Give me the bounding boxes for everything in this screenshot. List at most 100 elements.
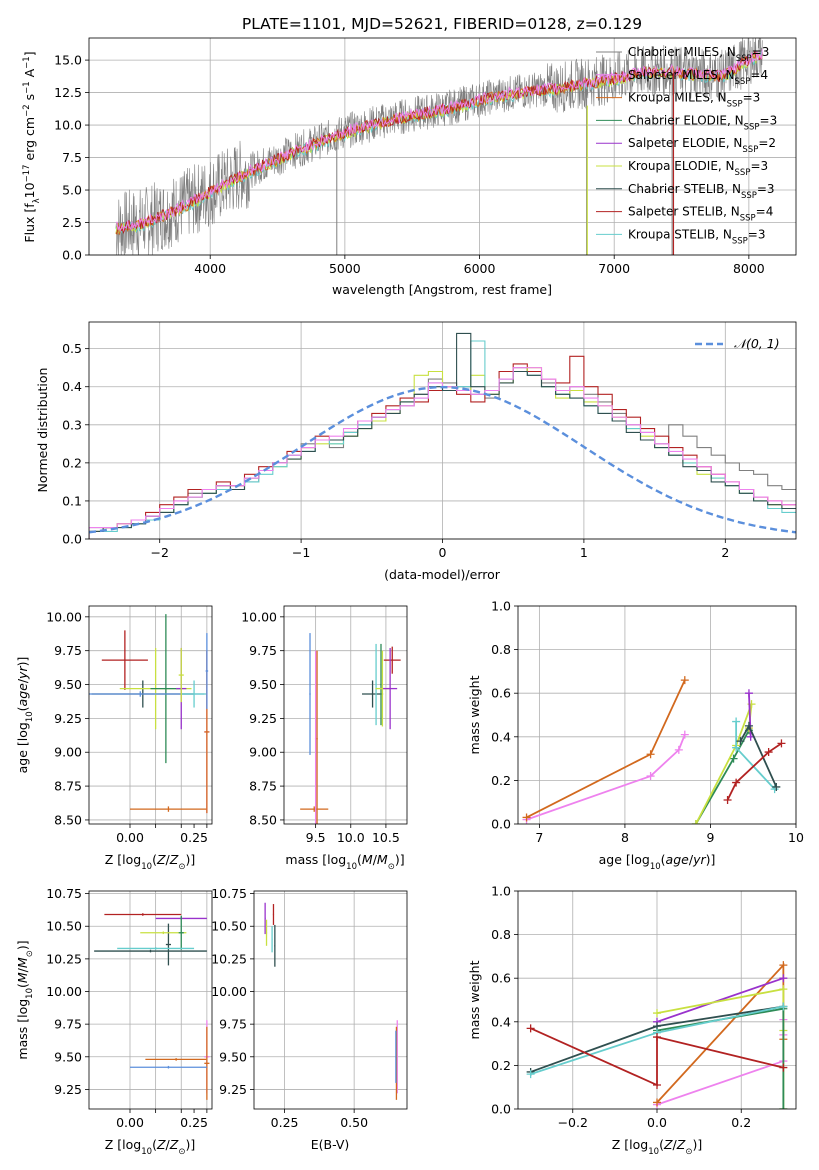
grid	[89, 606, 212, 824]
legend-label: Salpeter ELODIE, NSSP=2	[628, 136, 776, 155]
axes-frame	[517, 890, 797, 1110]
x-tick-label: 2	[721, 545, 729, 560]
x-tick-label: 0.25	[180, 830, 208, 845]
observed-spectrum	[115, 38, 763, 255]
y-tick-label: 0.4	[491, 729, 511, 744]
x-tick-label: 0	[439, 545, 447, 560]
y-tick-label: 10.0	[54, 118, 82, 133]
y-tick-label: 9.50	[54, 677, 82, 692]
y-tick-label: 10.50	[46, 919, 82, 934]
y-tick-label: 0.0	[491, 817, 511, 832]
y-tick-label: 9.50	[219, 1049, 247, 1064]
plot-area	[115, 38, 763, 255]
x-tick-label: 0.00	[116, 1115, 144, 1130]
data-point	[680, 676, 689, 685]
y-tick-label: 10.00	[46, 984, 82, 999]
ticks	[514, 605, 797, 828]
axes-frame	[283, 605, 408, 825]
x-tick-label: 8000	[733, 261, 765, 276]
x-tick-label: 0.50	[340, 1115, 368, 1130]
data-point	[646, 750, 655, 759]
y-tick-label: 8.75	[54, 779, 82, 794]
x-tick-label: 7	[535, 830, 543, 845]
plot-area	[264, 902, 398, 1100]
figure-title: PLATE=1101, MJD=52621, FIBERID=0128, z=0…	[242, 15, 642, 33]
y-tick-label: 9.25	[249, 711, 277, 726]
plot-area	[94, 913, 210, 1100]
data-point	[723, 796, 732, 805]
y-axis-label: mass weight	[467, 675, 482, 754]
y-tick-label: 10.25	[211, 951, 247, 966]
histogram-series	[89, 332, 796, 539]
y-tick-label: 1.0	[491, 599, 511, 614]
ticks	[280, 616, 387, 828]
y-tick-label: 9.75	[54, 643, 82, 658]
data-point	[653, 1009, 661, 1018]
y-tick-label: 0.0	[62, 248, 82, 263]
y-tick-label: 9.75	[249, 643, 277, 658]
axes-frame	[88, 605, 213, 825]
x-tick-label: 0.0	[647, 1115, 667, 1130]
y-tick-label: 0.3	[62, 417, 82, 432]
data-point	[526, 1024, 535, 1033]
legend-label: 𝒩(0, 1)	[734, 336, 780, 351]
y-tick-label: 8.75	[249, 779, 277, 794]
data-point	[764, 748, 773, 757]
plot-area	[89, 614, 210, 814]
y-tick-label: 9.25	[54, 1082, 82, 1097]
data-point	[772, 782, 781, 791]
y-axis-label: Normed distribution	[35, 368, 50, 493]
x-axis-label: Z [log10(Z/Z⊙)]	[105, 1137, 195, 1157]
x-tick-label: 5000	[329, 261, 361, 276]
y-tick-label: 0.4	[62, 379, 82, 394]
y-tick-label: 8.50	[54, 812, 82, 827]
y-tick-label: 9.00	[249, 745, 277, 760]
y-tick-label: 7.5	[62, 150, 82, 165]
legend-label: Kroupa MILES, NSSP=3	[628, 91, 760, 110]
x-tick-label: −0.2	[558, 1115, 588, 1130]
mass-vs-metallicity-panel: 0.00 0.25 9.25 9.50 9.75 10.00 10.25 10.50 10.75…	[15, 886, 213, 1157]
ticks	[85, 348, 726, 543]
age-vs-mass-panel: 9.5 10.0 10.5 8.50 8.75 9.00 9.25 9.50 9.75 10.00…	[241, 605, 408, 872]
series-line	[656, 988, 785, 1109]
y-tick-label: 8.50	[249, 812, 277, 827]
data-point	[729, 754, 738, 763]
plot-area	[526, 961, 788, 1109]
y-tick-label: 15.0	[54, 53, 82, 68]
y-tick-label: 0.2	[62, 455, 82, 470]
y-tick-label: 9.00	[54, 745, 82, 760]
axes-frame	[88, 321, 797, 540]
y-tick-label: 0.5	[62, 341, 82, 356]
histogram-series	[89, 367, 796, 539]
x-tick-label: 9.5	[306, 830, 326, 845]
x-tick-label: −2	[150, 545, 168, 560]
data-point	[653, 1081, 661, 1090]
data-point	[744, 721, 753, 730]
x-tick-label: 8	[621, 830, 629, 845]
data-point	[732, 717, 741, 726]
axes-frame	[253, 890, 408, 1110]
residuals-panel: −2 −1 0 1 2 0.0 0.1 0.2 0.3 0.4 0.5 (data-model)/er…	[35, 321, 797, 582]
x-axis-label: (data-model)/error	[384, 567, 501, 582]
grid	[89, 891, 212, 1109]
axes-frame	[88, 37, 797, 256]
y-tick-label: 10.75	[46, 886, 82, 901]
legend-label: Salpeter MILES, NSSP=4	[628, 68, 768, 87]
plot-area	[522, 676, 786, 824]
y-tick-label: 9.25	[219, 1082, 247, 1097]
y-tick-label: 9.50	[54, 1049, 82, 1064]
plot-area	[300, 633, 401, 824]
y-tick-label: 0.8	[491, 927, 511, 942]
x-axis-label: wavelength [Angstrom, rest frame]	[332, 282, 552, 297]
y-tick-label: 0.1	[62, 493, 82, 508]
y-tick-label: 10.75	[211, 886, 247, 901]
axes-frame	[88, 890, 213, 1110]
x-tick-label: 1	[580, 545, 588, 560]
y-tick-label: 9.75	[54, 1017, 82, 1032]
series-line	[526, 734, 686, 821]
data-point	[732, 778, 741, 787]
x-tick-label: 0.2	[731, 1115, 751, 1130]
series-line	[726, 742, 782, 801]
legend-label: Kroupa STELIB, NSSP=3	[628, 227, 766, 246]
